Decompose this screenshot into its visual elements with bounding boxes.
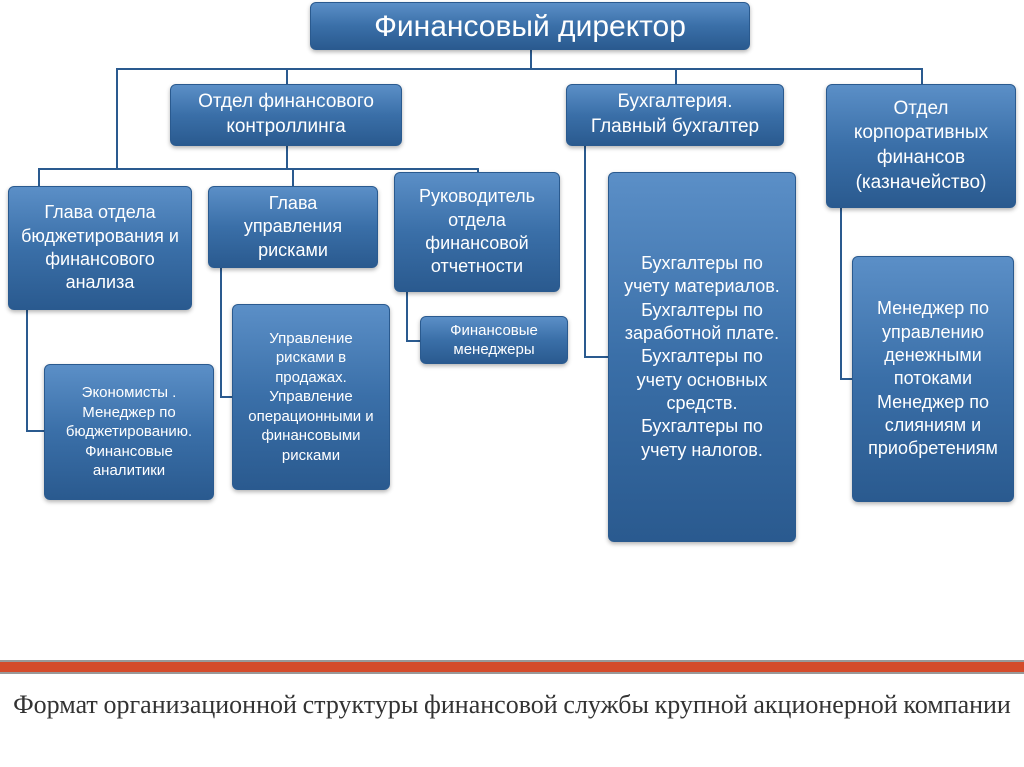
- connector-line: [286, 146, 288, 168]
- connector-line: [840, 208, 842, 378]
- node-d1b: Глава управления рисками: [208, 186, 378, 268]
- node-dept2: Бухгалтерия. Главный бухгалтер: [566, 84, 784, 146]
- node-l1b: Управление рисками в продажах. Управлени…: [232, 304, 390, 490]
- node-l3: Менеджер по управлению денежными потокам…: [852, 256, 1014, 502]
- connector-line: [220, 268, 222, 396]
- connector-line: [921, 68, 923, 84]
- node-l2: Бухгалтеры по учету материалов. Бухгалте…: [608, 172, 796, 542]
- connector-line: [26, 310, 28, 430]
- connector-line: [292, 168, 294, 186]
- connector-line: [406, 292, 408, 340]
- divider-band: [0, 660, 1024, 674]
- node-dept3: Отдел корпоративных финансов (казначейст…: [826, 84, 1016, 208]
- connector-line: [26, 430, 44, 432]
- node-l1a: Экономисты . Менеджер по бюджетированию.…: [44, 364, 214, 500]
- connector-line: [406, 340, 420, 342]
- connector-line: [840, 378, 852, 380]
- caption-text: Формат организационной структуры финансо…: [0, 688, 1024, 723]
- connector-line: [38, 168, 40, 186]
- connector-line: [220, 396, 232, 398]
- node-root: Финансовый директор: [310, 2, 750, 50]
- org-chart: Финансовый директор Отдел финансового ко…: [0, 0, 1024, 660]
- connector-line: [584, 356, 608, 358]
- connector-line: [116, 68, 921, 70]
- node-d1c: Руководитель отдела финансовой отчетност…: [394, 172, 560, 292]
- node-d1a: Глава отдела бюджетирования и финансовог…: [8, 186, 192, 310]
- connector-line: [286, 68, 288, 84]
- connector-line: [675, 68, 677, 84]
- connector-line: [116, 68, 118, 168]
- connector-line: [584, 146, 586, 356]
- node-dept1: Отдел финансового контроллинга: [170, 84, 402, 146]
- node-l1c: Финансовые менеджеры: [420, 316, 568, 364]
- connector-line: [38, 168, 477, 170]
- connector-line: [530, 50, 532, 68]
